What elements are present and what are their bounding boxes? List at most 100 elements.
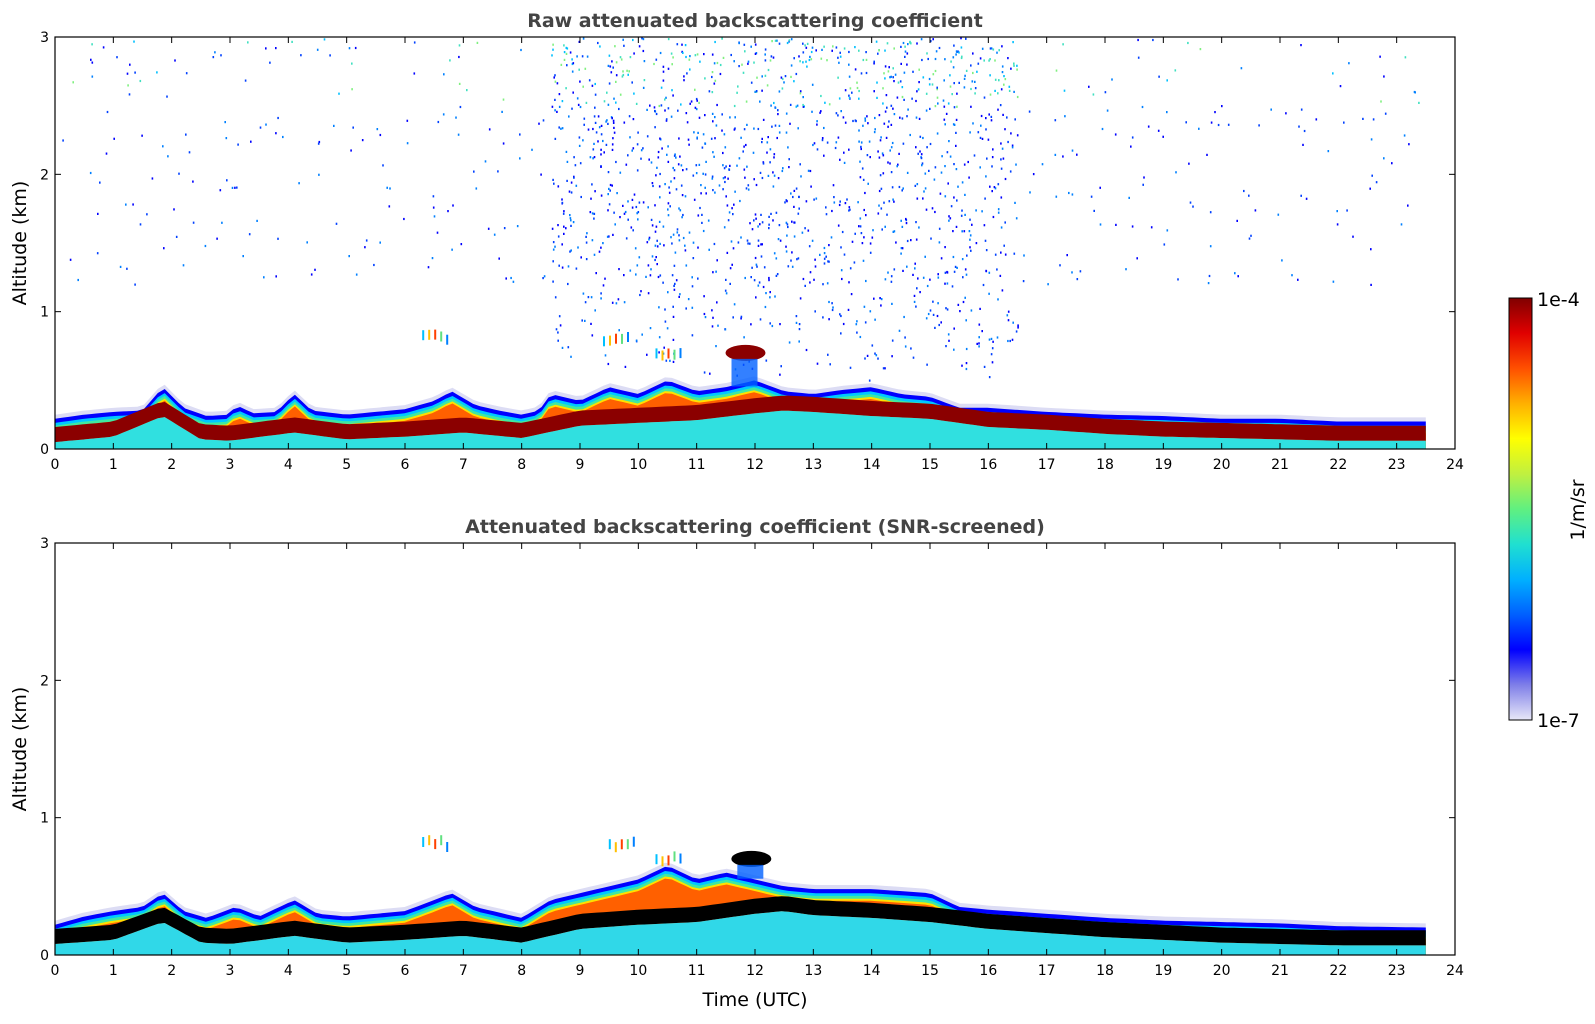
noise-dot bbox=[1217, 123, 1220, 127]
noise-dot bbox=[618, 268, 620, 271]
noise-dot bbox=[1143, 176, 1145, 179]
noise-dot bbox=[955, 168, 958, 171]
noise-dot bbox=[790, 259, 792, 262]
x-tick-label: 12 bbox=[746, 963, 764, 979]
noise-dot bbox=[688, 231, 691, 234]
noise-dot bbox=[848, 281, 850, 284]
noise-dot bbox=[656, 245, 659, 248]
noise-dot bbox=[988, 338, 991, 341]
noise-dot bbox=[1114, 133, 1117, 136]
noise-dot bbox=[922, 76, 925, 79]
noise-dot bbox=[540, 173, 542, 176]
noise-dot bbox=[876, 96, 878, 99]
noise-dot bbox=[973, 154, 976, 157]
noise-dot bbox=[702, 172, 704, 175]
noise-dot bbox=[778, 124, 781, 127]
noise-dot bbox=[1300, 44, 1302, 47]
noise-dot bbox=[558, 93, 561, 96]
noise-dot bbox=[984, 197, 986, 200]
noise-dot bbox=[554, 74, 556, 77]
noise-dot bbox=[584, 67, 587, 70]
noise-dot bbox=[1000, 167, 1003, 170]
x-tick-label: 1 bbox=[109, 457, 118, 473]
noise-dot bbox=[732, 213, 734, 216]
noise-dot bbox=[750, 323, 752, 326]
noise-dot bbox=[765, 359, 768, 362]
noise-dot bbox=[1012, 321, 1014, 324]
noise-dot bbox=[593, 142, 595, 145]
noise-dot bbox=[733, 303, 736, 306]
noise-dot bbox=[773, 153, 776, 156]
noise-dot bbox=[570, 181, 573, 184]
noise-dot bbox=[638, 45, 641, 48]
noise-dot bbox=[983, 96, 986, 99]
noise-dot bbox=[600, 194, 603, 197]
noise-dot bbox=[554, 137, 557, 140]
noise-dot bbox=[828, 103, 831, 106]
noise-dot bbox=[600, 165, 602, 168]
noise-dot bbox=[583, 123, 585, 126]
noise-dot bbox=[574, 164, 577, 167]
noise-dot bbox=[935, 50, 938, 53]
y-tick-label: 2 bbox=[40, 167, 49, 183]
noise-dot bbox=[163, 247, 165, 250]
noise-dot bbox=[689, 55, 691, 58]
noise-dot bbox=[953, 327, 955, 330]
colorbar-gradient bbox=[1508, 297, 1533, 721]
noise-dot bbox=[887, 125, 889, 128]
noise-dot bbox=[1343, 121, 1345, 124]
noise-dot bbox=[893, 80, 895, 83]
noise-dot bbox=[72, 81, 74, 84]
noise-dot bbox=[406, 142, 409, 145]
noise-dot bbox=[657, 150, 660, 154]
noise-dot bbox=[580, 256, 582, 259]
noise-dot bbox=[554, 98, 556, 101]
top-panel: Raw attenuated backscattering coefficien… bbox=[9, 10, 1464, 473]
noise-dot bbox=[888, 120, 890, 123]
noise-dot bbox=[788, 166, 790, 169]
noise-dot bbox=[146, 213, 148, 216]
noise-dot bbox=[743, 336, 745, 339]
noise-dot bbox=[972, 122, 974, 125]
noise-dot bbox=[722, 56, 725, 59]
noise-dot bbox=[737, 241, 740, 244]
noise-dot bbox=[926, 284, 929, 288]
noise-dot bbox=[848, 94, 850, 97]
noise-dot bbox=[649, 274, 652, 277]
noise-dot bbox=[816, 362, 819, 365]
noise-dot bbox=[1327, 150, 1330, 153]
noise-dot bbox=[559, 324, 562, 327]
noise-dot bbox=[754, 90, 756, 93]
noise-dot bbox=[705, 192, 707, 195]
noise-dot bbox=[672, 315, 675, 318]
noise-dot bbox=[961, 364, 963, 367]
noise-dot bbox=[578, 136, 581, 139]
noise-dot bbox=[977, 62, 980, 65]
noise-dot bbox=[1007, 319, 1010, 322]
noise-dot bbox=[937, 302, 939, 305]
noise-dot bbox=[749, 222, 751, 225]
noise-dot bbox=[847, 308, 850, 311]
noise-dot bbox=[824, 101, 826, 104]
noise-dot bbox=[897, 163, 899, 166]
noise-dot bbox=[938, 323, 940, 327]
noise-dot bbox=[1270, 108, 1272, 111]
noise-dot bbox=[458, 55, 460, 59]
noise-dot bbox=[989, 74, 991, 77]
noise-dot bbox=[714, 137, 716, 140]
noise-dot bbox=[1016, 68, 1018, 71]
noise-dot bbox=[742, 150, 744, 153]
noise-dot bbox=[173, 208, 175, 211]
noise-dot bbox=[910, 239, 912, 242]
cloud-fragment bbox=[422, 330, 425, 341]
noise-dot bbox=[632, 229, 634, 232]
noise-dot bbox=[896, 165, 898, 168]
noise-dot bbox=[745, 187, 748, 190]
noise-dot bbox=[606, 119, 608, 122]
noise-dot bbox=[386, 186, 388, 189]
noise-dot bbox=[825, 255, 827, 258]
noise-dot bbox=[1192, 205, 1194, 208]
noise-dot bbox=[569, 250, 571, 253]
noise-dot bbox=[648, 158, 650, 161]
noise-dot bbox=[350, 149, 352, 152]
